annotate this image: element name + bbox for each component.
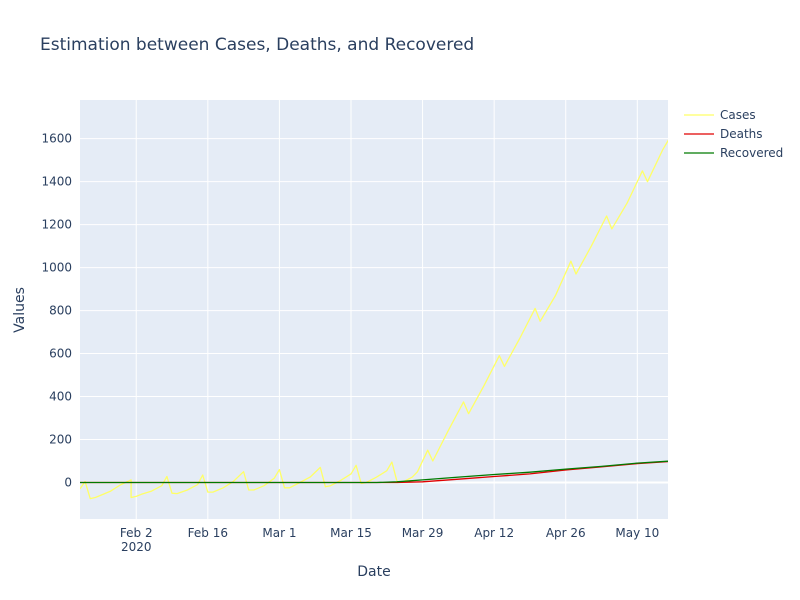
y-tick-label: 1200 <box>41 218 72 232</box>
x-tick-label: May 10 <box>615 526 659 540</box>
y-tick-label: 1400 <box>41 175 72 189</box>
x-tick-label: Feb 16 <box>188 526 228 540</box>
chart-title: Estimation between Cases, Deaths, and Re… <box>40 35 474 55</box>
series-group <box>80 139 668 500</box>
x-tick-label: Apr 26 <box>546 526 586 540</box>
x-tick-label: Mar 29 <box>402 526 444 540</box>
y-tick-label: 0 <box>64 475 72 489</box>
y-tick-label: 800 <box>49 304 72 318</box>
y-tick-label: 1000 <box>41 261 72 275</box>
x-tick-sublabel: 2020 <box>121 540 152 554</box>
legend: Cases Deaths Recovered <box>684 108 783 160</box>
x-tick-label: Feb 2 <box>120 526 153 540</box>
legend-label-deaths: Deaths <box>720 127 763 141</box>
x-tick-label: Mar 1 <box>262 526 296 540</box>
y-tick-label: 200 <box>49 432 72 446</box>
y-tick-label: 600 <box>49 347 72 361</box>
x-axis-title: Date <box>357 564 390 580</box>
plot-background <box>80 100 668 519</box>
x-tick-label: Apr 12 <box>474 526 514 540</box>
legend-label-cases: Cases <box>720 108 756 122</box>
series-line-recovered <box>80 460 668 484</box>
y-tick-label: 400 <box>49 390 72 404</box>
legend-label-recovered: Recovered <box>720 146 783 160</box>
x-tick-label: Mar 15 <box>330 526 372 540</box>
y-tick-label: 1600 <box>41 132 72 146</box>
y-axis-title: Values <box>12 287 28 333</box>
